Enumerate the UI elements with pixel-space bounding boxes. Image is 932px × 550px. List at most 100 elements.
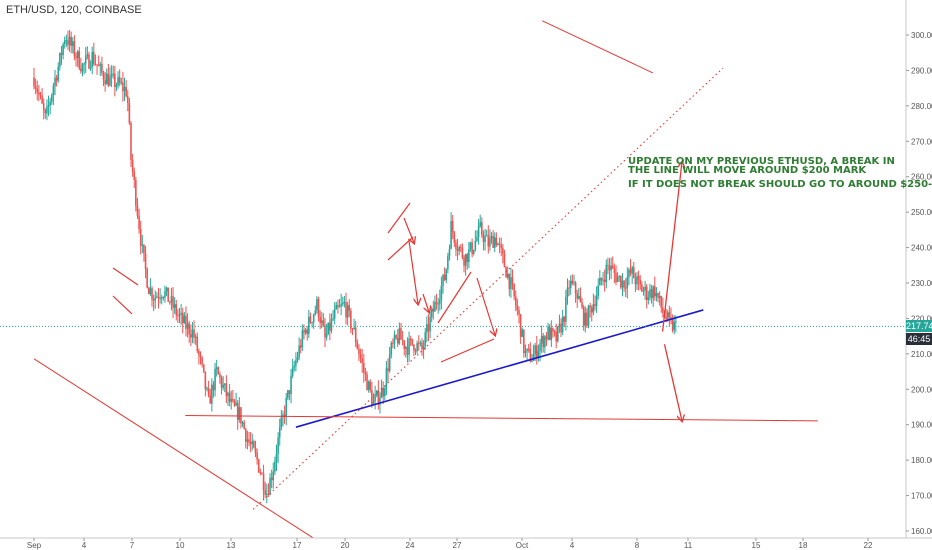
price-tick-label: 170.00 xyxy=(911,492,932,501)
pattern-drawing-line[interactable] xyxy=(112,295,133,315)
pattern-drawing-line[interactable] xyxy=(437,271,472,324)
candle-body xyxy=(257,459,260,473)
candle-body xyxy=(657,292,659,298)
candle-body xyxy=(440,285,443,300)
candle-body xyxy=(78,51,81,69)
candle-body xyxy=(52,85,55,95)
descending-line-bottom[interactable] xyxy=(33,358,314,539)
projection-arrow-down[interactable] xyxy=(663,344,682,421)
candle-body xyxy=(130,123,132,160)
candle-body xyxy=(304,329,307,333)
candle-body xyxy=(295,360,297,366)
price-tick-label: 280.00 xyxy=(911,102,932,111)
candle-body xyxy=(602,279,604,281)
candle-body xyxy=(306,329,309,334)
candle-body xyxy=(624,287,627,289)
annotation-line-3: IF IT DOES NOT BREAK SHOULD GO TO AROUND… xyxy=(628,179,932,190)
candle-body xyxy=(215,367,218,369)
blue-support-trendline[interactable] xyxy=(295,309,704,428)
pattern-drawing-line[interactable] xyxy=(387,202,411,234)
candle-body xyxy=(249,442,252,444)
candle-body xyxy=(479,222,481,227)
candle-body xyxy=(47,105,50,107)
candle-body xyxy=(62,44,64,56)
candle-body xyxy=(209,395,212,404)
projection-arrow-up[interactable] xyxy=(661,162,682,332)
candle-body xyxy=(366,374,368,391)
candle-body xyxy=(131,159,134,172)
candle-body xyxy=(471,242,473,254)
candle-body xyxy=(93,51,95,64)
candle-body xyxy=(143,244,145,254)
candle-body xyxy=(67,40,69,46)
candle-body xyxy=(346,305,349,318)
candle-body xyxy=(605,264,608,283)
candle-body xyxy=(641,284,643,292)
candle-body xyxy=(261,473,263,475)
candle-body xyxy=(312,314,315,323)
candle-body xyxy=(380,387,383,398)
candle-body xyxy=(623,280,625,288)
candle-body xyxy=(384,388,386,397)
candle-body xyxy=(133,171,136,181)
candle-body xyxy=(388,354,391,372)
candle-body xyxy=(621,280,624,288)
price-tick-label: 240.00 xyxy=(911,244,932,253)
price-axis[interactable]: 160.00 170.00 180.00 190.00 200.00 210.00 220.… xyxy=(906,31,932,536)
candle-body xyxy=(610,265,612,271)
candle-body xyxy=(39,94,42,96)
candle-body xyxy=(201,357,203,365)
candle-body xyxy=(152,299,155,301)
candle-body xyxy=(548,326,551,340)
candle-body xyxy=(246,439,249,442)
candle-body xyxy=(359,354,362,359)
pattern-drawing-line[interactable] xyxy=(408,240,418,304)
time-axis[interactable]: Sep 4 7 10 13 17 20 24 27 Oct 4 8 11 15 18 22 xyxy=(27,538,873,550)
candle-body xyxy=(569,280,572,288)
descending-line-top[interactable] xyxy=(542,20,654,74)
pattern-drawing-line[interactable] xyxy=(112,267,139,286)
candle-body xyxy=(568,287,570,289)
candle-body xyxy=(241,422,244,424)
candle-body xyxy=(535,345,538,358)
candle-body xyxy=(217,367,220,375)
candle-body xyxy=(54,77,56,86)
candle-body xyxy=(539,343,541,352)
candle-body xyxy=(636,275,638,285)
candle-body xyxy=(311,322,313,324)
candle-body xyxy=(280,417,283,428)
candle-body xyxy=(94,63,97,65)
candle-layer xyxy=(33,30,677,504)
horizontal-level-line[interactable] xyxy=(185,415,818,422)
candle-body xyxy=(448,248,451,257)
dotted-channel-line[interactable] xyxy=(252,67,724,510)
candle-body xyxy=(413,344,415,351)
candle-body xyxy=(527,348,530,350)
candle-body xyxy=(36,88,39,93)
pattern-drawing-line[interactable] xyxy=(476,277,495,335)
candle-body xyxy=(468,249,470,262)
candle-body xyxy=(338,306,341,308)
pattern-drawing-line[interactable] xyxy=(403,217,414,243)
symbol-label: ETH/USD, 120, COINBASE xyxy=(6,4,142,16)
candle-body xyxy=(668,312,671,317)
candle-body xyxy=(595,295,598,307)
candle-body xyxy=(329,322,331,331)
candle-body xyxy=(608,265,611,271)
candle-body xyxy=(50,94,53,102)
candle-body xyxy=(86,54,89,57)
pattern-drawing-line[interactable] xyxy=(440,338,495,363)
candle-body xyxy=(147,287,150,295)
candle-body xyxy=(523,329,525,353)
candle-body xyxy=(38,92,40,95)
time-tick-label: 10 xyxy=(176,541,185,550)
candle-body xyxy=(264,490,266,495)
candle-body xyxy=(358,348,360,355)
pattern-drawing-line[interactable] xyxy=(422,293,429,312)
candle-body xyxy=(193,329,195,338)
candle-body xyxy=(521,329,524,337)
candle-body xyxy=(618,275,621,277)
candle-body xyxy=(188,323,190,335)
candle-body xyxy=(469,242,472,250)
